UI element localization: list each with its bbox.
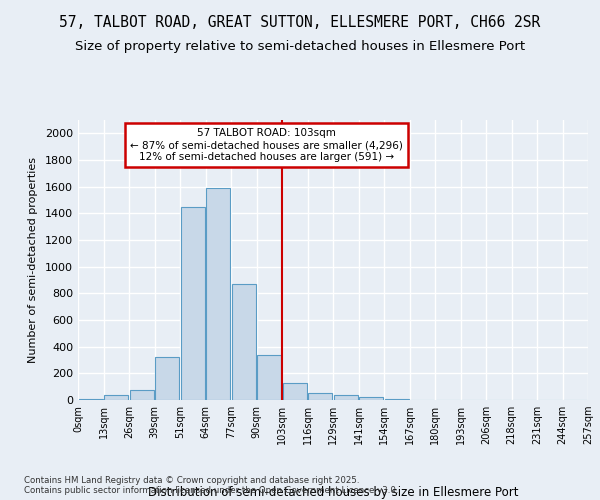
Text: 57, TALBOT ROAD, GREAT SUTTON, ELLESMERE PORT, CH66 2SR: 57, TALBOT ROAD, GREAT SUTTON, ELLESMERE… [59, 15, 541, 30]
Bar [181, 206, 205, 400]
Bar [155, 356, 179, 400]
Bar [232, 284, 256, 400]
Bar [206, 188, 230, 400]
Bar [257, 354, 281, 400]
Text: Size of property relative to semi-detached houses in Ellesmere Port: Size of property relative to semi-detach… [75, 40, 525, 53]
Bar [104, 396, 128, 400]
Bar [308, 392, 332, 400]
Bar [283, 382, 307, 400]
X-axis label: Distribution of semi-detached houses by size in Ellesmere Port: Distribution of semi-detached houses by … [148, 486, 518, 499]
Bar [130, 390, 154, 400]
Bar [334, 394, 358, 400]
Bar [79, 398, 103, 400]
Text: Contains HM Land Registry data © Crown copyright and database right 2025.
Contai: Contains HM Land Registry data © Crown c… [24, 476, 398, 495]
Text: 57 TALBOT ROAD: 103sqm
← 87% of semi-detached houses are smaller (4,296)
12% of : 57 TALBOT ROAD: 103sqm ← 87% of semi-det… [130, 128, 403, 162]
Bar [359, 396, 383, 400]
Y-axis label: Number of semi-detached properties: Number of semi-detached properties [28, 157, 38, 363]
